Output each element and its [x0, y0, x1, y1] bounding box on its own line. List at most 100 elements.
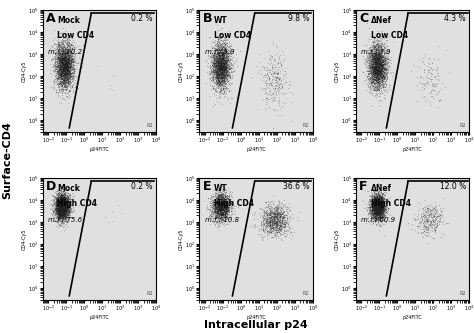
Point — [62, 62, 69, 68]
Point — [67, 65, 75, 70]
Point — [57, 205, 64, 211]
Point — [369, 208, 376, 213]
Point — [265, 228, 273, 234]
Point — [215, 53, 222, 59]
Point — [215, 201, 222, 206]
Point — [224, 201, 232, 206]
Point — [367, 215, 374, 220]
Point — [375, 50, 383, 56]
Point — [219, 63, 227, 69]
Point — [69, 73, 77, 78]
Point — [281, 79, 289, 85]
Point — [375, 204, 383, 209]
Point — [286, 213, 294, 218]
Point — [280, 213, 288, 218]
Point — [218, 69, 226, 74]
Point — [375, 205, 383, 210]
Point — [372, 205, 380, 210]
Point — [376, 81, 383, 87]
Point — [368, 56, 375, 61]
Point — [60, 81, 67, 87]
Point — [213, 205, 221, 210]
Point — [54, 75, 62, 80]
Point — [62, 59, 70, 65]
Point — [273, 231, 281, 236]
Point — [220, 46, 228, 51]
Point — [376, 79, 383, 84]
Point — [59, 54, 66, 59]
Point — [211, 208, 219, 213]
Point — [372, 72, 379, 77]
Point — [65, 75, 73, 80]
Point — [214, 36, 222, 41]
Point — [220, 198, 228, 203]
Point — [370, 64, 377, 69]
Point — [64, 81, 72, 86]
Point — [373, 75, 380, 81]
Point — [216, 203, 224, 208]
Point — [214, 199, 222, 204]
Point — [376, 51, 383, 56]
Point — [61, 72, 69, 77]
Point — [219, 62, 227, 67]
Point — [368, 69, 375, 75]
Point — [224, 57, 232, 62]
Point — [376, 199, 384, 204]
Point — [369, 210, 377, 215]
Point — [214, 199, 221, 204]
Point — [61, 62, 69, 67]
Point — [216, 208, 224, 214]
Point — [416, 223, 424, 228]
Point — [372, 85, 380, 91]
Point — [54, 197, 61, 203]
Point — [420, 86, 428, 91]
Point — [54, 51, 62, 56]
Point — [59, 55, 67, 60]
Point — [220, 207, 228, 213]
Point — [58, 90, 65, 95]
Point — [410, 211, 418, 217]
Point — [55, 72, 62, 78]
Point — [380, 203, 388, 208]
Point — [219, 209, 226, 214]
Point — [374, 197, 381, 203]
Point — [224, 204, 232, 209]
Point — [228, 206, 236, 211]
Point — [373, 56, 381, 62]
Point — [211, 66, 219, 71]
Point — [72, 85, 79, 90]
Point — [375, 210, 383, 215]
Point — [373, 200, 380, 205]
Point — [57, 211, 64, 216]
Point — [64, 194, 72, 199]
Point — [63, 61, 71, 67]
Point — [59, 188, 67, 193]
Point — [63, 207, 70, 213]
Point — [368, 62, 376, 68]
Point — [264, 221, 272, 226]
Point — [273, 210, 281, 215]
Point — [207, 195, 214, 200]
Point — [53, 66, 61, 71]
Point — [220, 77, 228, 82]
Point — [64, 219, 71, 224]
Point — [374, 77, 382, 83]
Point — [60, 202, 68, 207]
Point — [60, 215, 67, 221]
Point — [217, 57, 225, 62]
Point — [216, 52, 224, 57]
Point — [213, 198, 220, 203]
Point — [209, 197, 216, 202]
Point — [374, 69, 381, 74]
Point — [61, 72, 68, 78]
Point — [57, 52, 64, 58]
Point — [275, 209, 283, 215]
Point — [62, 62, 69, 68]
Point — [376, 67, 383, 73]
Point — [217, 60, 224, 65]
Point — [49, 68, 56, 73]
Point — [430, 222, 438, 228]
Point — [58, 83, 65, 88]
Point — [218, 215, 225, 220]
Point — [374, 211, 382, 216]
